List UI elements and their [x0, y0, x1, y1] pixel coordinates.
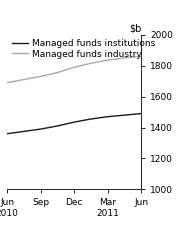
Managed funds industry [107, 59, 109, 62]
Managed funds institutions [140, 112, 142, 115]
Line: Managed funds institutions: Managed funds institutions [7, 114, 141, 134]
Managed funds industry [90, 62, 92, 65]
Managed funds institutions [90, 118, 92, 120]
Managed funds institutions [6, 132, 8, 135]
Managed funds institutions [23, 130, 25, 133]
Managed funds institutions [56, 125, 59, 127]
Managed funds industry [6, 81, 8, 84]
Managed funds industry [56, 71, 59, 74]
Managed funds industry [40, 75, 42, 78]
Managed funds institutions [40, 128, 42, 131]
Line: Managed funds industry: Managed funds industry [7, 56, 141, 83]
Managed funds institutions [123, 114, 125, 116]
Text: $b: $b [129, 23, 141, 33]
Legend: Managed funds institutions, Managed funds industry: Managed funds institutions, Managed fund… [12, 39, 155, 58]
Managed funds institutions [73, 121, 75, 124]
Managed funds industry [73, 66, 75, 69]
Managed funds institutions [107, 115, 109, 118]
Managed funds industry [23, 78, 25, 81]
Managed funds industry [123, 56, 125, 59]
Managed funds industry [140, 55, 142, 58]
